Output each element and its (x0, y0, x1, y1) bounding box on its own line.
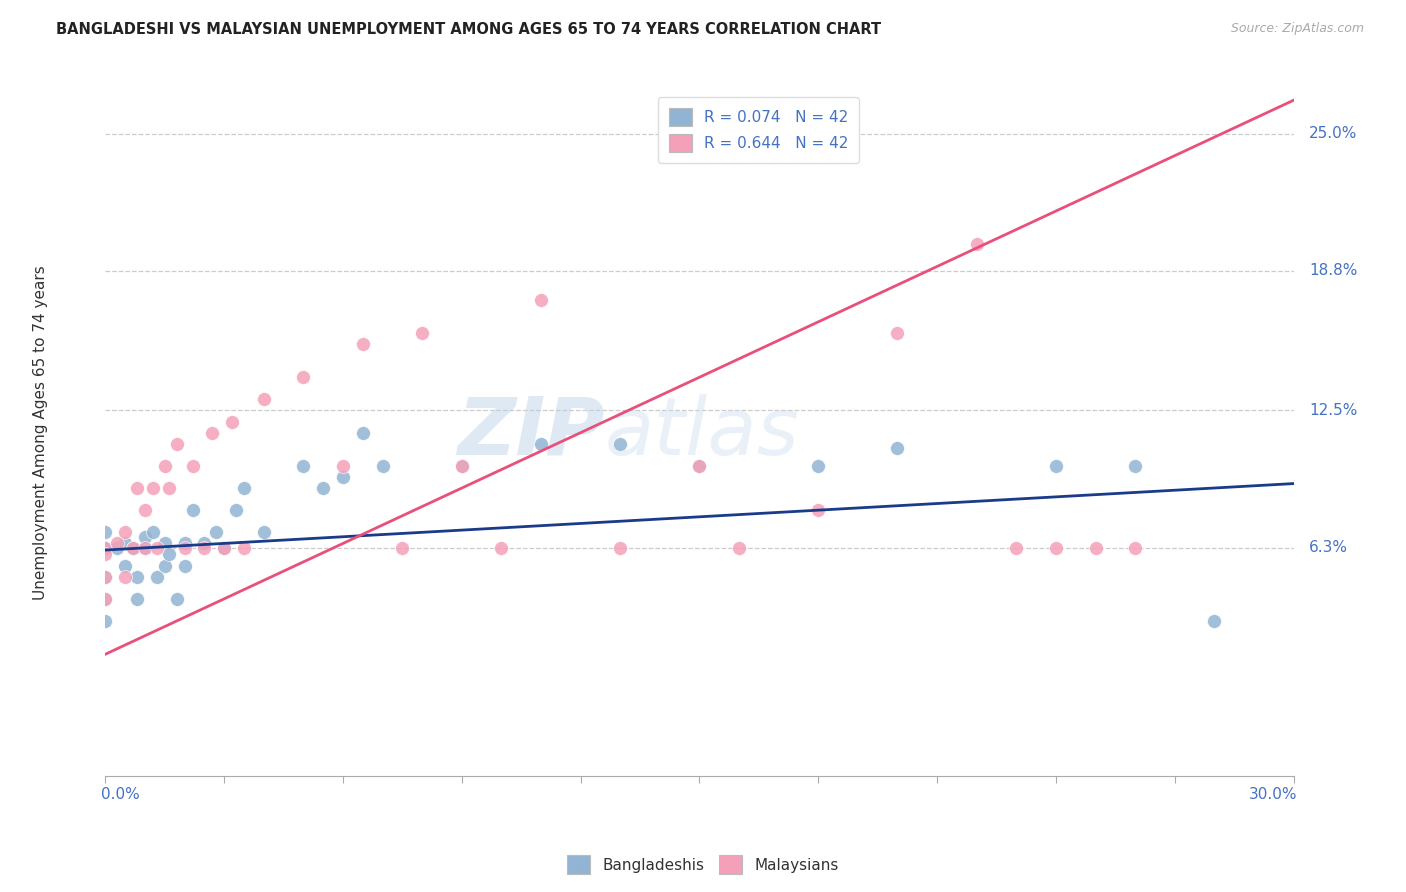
Point (105, 541, 128, 555)
Point (94, 569, 117, 583)
Point (146, 541, 169, 555)
Point (127, 569, 149, 583)
Text: 6.3%: 6.3% (1309, 541, 1348, 556)
Text: Unemployment Among Ages 65 to 74 years: Unemployment Among Ages 65 to 74 years (32, 265, 48, 600)
Text: 0.0%: 0.0% (101, 787, 141, 802)
Text: 18.8%: 18.8% (1309, 263, 1358, 278)
Point (1123, 541, 1146, 555)
Legend: Bangladeshis, Malaysians: Bangladeshis, Malaysians (561, 849, 845, 880)
Point (807, 458, 830, 473)
Point (225, 503, 247, 517)
Point (371, 458, 394, 473)
Point (157, 548, 180, 562)
Point (181, 503, 204, 517)
Text: 12.5%: 12.5% (1309, 403, 1358, 418)
Point (728, 541, 751, 555)
Point (94, 614, 117, 628)
Point (153, 558, 176, 573)
Point (94, 541, 117, 555)
Point (1123, 458, 1146, 473)
Point (153, 536, 176, 550)
Point (105, 536, 128, 550)
Text: ZIP: ZIP (457, 393, 605, 472)
Point (1204, 614, 1226, 628)
Point (1045, 541, 1067, 555)
Point (491, 541, 513, 555)
Point (134, 541, 156, 555)
Point (193, 541, 215, 555)
Point (122, 541, 145, 555)
Point (352, 425, 374, 440)
Point (807, 503, 830, 517)
Text: 25.0%: 25.0% (1309, 126, 1358, 141)
Point (233, 541, 256, 555)
Point (166, 591, 188, 606)
Point (312, 481, 335, 495)
Text: BANGLADESHI VS MALAYSIAN UNEMPLOYMENT AMONG AGES 65 TO 74 YEARS CORRELATION CHAR: BANGLADESHI VS MALAYSIAN UNEMPLOYMENT AM… (56, 22, 882, 37)
Point (292, 458, 315, 473)
Point (352, 337, 374, 351)
Point (530, 436, 553, 450)
Text: atlas: atlas (605, 393, 799, 472)
Point (181, 458, 204, 473)
Point (134, 541, 156, 555)
Point (609, 541, 631, 555)
Point (94, 548, 117, 562)
Point (391, 541, 413, 555)
Point (114, 536, 136, 550)
Point (450, 458, 472, 473)
Point (114, 558, 136, 573)
Point (201, 425, 224, 440)
Point (94, 591, 117, 606)
Point (94, 591, 117, 606)
Point (214, 541, 236, 555)
Point (1084, 541, 1107, 555)
Point (94, 541, 117, 555)
Point (233, 481, 256, 495)
Point (1005, 541, 1028, 555)
Point (94, 569, 117, 583)
Point (332, 458, 354, 473)
Point (689, 458, 711, 473)
Point (450, 458, 472, 473)
Point (173, 541, 195, 555)
Point (127, 481, 149, 495)
Point (157, 481, 180, 495)
Point (221, 415, 243, 429)
Point (332, 470, 354, 484)
Point (205, 525, 228, 540)
Point (966, 237, 988, 252)
Point (166, 436, 188, 450)
Point (142, 525, 165, 540)
Point (292, 370, 315, 384)
Text: 30.0%: 30.0% (1249, 787, 1298, 802)
Point (146, 569, 169, 583)
Point (411, 326, 433, 340)
Point (142, 481, 165, 495)
Text: Source: ZipAtlas.com: Source: ZipAtlas.com (1230, 22, 1364, 36)
Point (127, 591, 149, 606)
Point (153, 458, 176, 473)
Point (94, 525, 117, 540)
Point (173, 558, 195, 573)
Point (114, 525, 136, 540)
Point (193, 536, 215, 550)
Point (689, 458, 711, 473)
Point (253, 525, 276, 540)
Point (134, 503, 156, 517)
Point (530, 293, 553, 307)
Point (609, 436, 631, 450)
Point (253, 392, 276, 407)
Point (173, 536, 195, 550)
Point (886, 441, 908, 455)
Point (1045, 458, 1067, 473)
Point (114, 569, 136, 583)
Point (122, 541, 145, 555)
Legend: R = 0.074   N = 42, R = 0.644   N = 42: R = 0.074 N = 42, R = 0.644 N = 42 (658, 97, 859, 163)
Point (134, 530, 156, 544)
Point (214, 541, 236, 555)
Point (886, 326, 908, 340)
